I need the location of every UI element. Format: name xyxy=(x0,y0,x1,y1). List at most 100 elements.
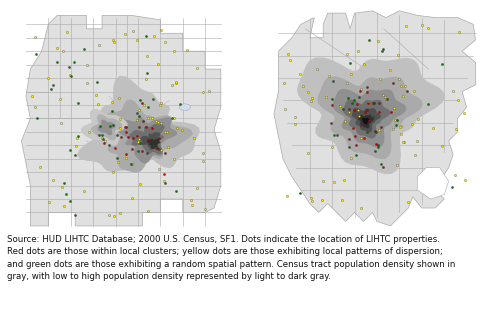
Point xyxy=(374,145,382,150)
Point xyxy=(124,134,132,140)
Point xyxy=(144,115,152,120)
Point xyxy=(134,135,141,140)
Point xyxy=(451,172,459,178)
Point xyxy=(402,24,410,29)
Point xyxy=(397,123,405,128)
Point xyxy=(201,206,209,212)
Polygon shape xyxy=(147,139,160,149)
Point xyxy=(80,188,88,194)
Point xyxy=(92,93,100,98)
Point xyxy=(365,117,373,123)
Point xyxy=(364,90,372,95)
Point xyxy=(170,157,177,162)
Point xyxy=(142,76,150,82)
Point xyxy=(66,73,74,78)
Point xyxy=(57,120,65,125)
Point xyxy=(398,84,406,89)
Point xyxy=(403,88,411,93)
Point xyxy=(354,107,362,112)
Point xyxy=(424,102,432,107)
Point xyxy=(80,47,88,52)
Point xyxy=(157,121,165,126)
Point xyxy=(110,214,118,219)
Point xyxy=(49,178,57,183)
Point xyxy=(172,80,179,85)
Point xyxy=(190,136,198,141)
Point xyxy=(134,139,141,144)
Point xyxy=(374,143,382,148)
Point xyxy=(364,100,372,106)
Point xyxy=(344,136,352,141)
Point xyxy=(375,100,383,105)
Point xyxy=(66,199,74,204)
Point xyxy=(134,139,141,144)
Point xyxy=(148,116,156,121)
Point xyxy=(161,130,169,135)
Point xyxy=(129,28,137,34)
Point xyxy=(322,95,330,100)
Point xyxy=(60,204,68,209)
Point xyxy=(98,135,106,140)
Point xyxy=(96,123,104,128)
Point xyxy=(134,149,142,154)
Polygon shape xyxy=(362,118,370,124)
Point xyxy=(372,130,380,135)
Point xyxy=(122,125,130,130)
Point xyxy=(349,125,357,130)
Point xyxy=(204,88,212,93)
Point xyxy=(94,101,102,107)
Point xyxy=(48,87,56,92)
Point xyxy=(283,194,291,199)
Point xyxy=(134,124,142,130)
Point xyxy=(113,156,121,161)
Point xyxy=(182,48,190,53)
Point xyxy=(66,148,74,153)
Point xyxy=(145,138,153,143)
Point xyxy=(356,113,364,118)
Point xyxy=(53,59,61,64)
Point xyxy=(413,139,421,144)
Point xyxy=(356,205,364,210)
Point xyxy=(344,144,352,149)
Point xyxy=(286,57,294,62)
Point xyxy=(395,76,403,81)
Point xyxy=(379,92,387,97)
Point xyxy=(95,43,103,48)
Point xyxy=(72,144,80,149)
Point xyxy=(142,124,150,129)
Point xyxy=(136,182,143,187)
Point xyxy=(352,153,360,158)
Point xyxy=(345,109,353,115)
Point xyxy=(397,132,405,137)
Point xyxy=(63,29,71,35)
Point xyxy=(138,100,146,105)
Point xyxy=(296,190,304,195)
Point xyxy=(346,106,354,111)
Point xyxy=(393,117,401,122)
Polygon shape xyxy=(352,108,381,132)
Point xyxy=(136,140,144,146)
Point xyxy=(350,98,358,103)
Point xyxy=(378,48,386,53)
Point xyxy=(161,150,169,156)
Point xyxy=(438,61,446,67)
Point xyxy=(140,119,147,124)
Point xyxy=(341,119,349,124)
Point xyxy=(108,100,116,105)
Point xyxy=(312,66,320,71)
Point xyxy=(110,39,118,44)
Point xyxy=(414,116,422,121)
Point xyxy=(327,120,335,125)
Point xyxy=(98,137,106,142)
Point xyxy=(36,164,44,170)
Point xyxy=(374,38,382,44)
Point xyxy=(371,129,379,134)
Point xyxy=(116,211,124,216)
Point xyxy=(176,101,184,107)
Point xyxy=(360,135,368,140)
Point xyxy=(347,155,355,160)
Point xyxy=(460,110,468,116)
Point xyxy=(178,127,186,132)
Point xyxy=(346,61,354,66)
Point xyxy=(369,100,377,105)
